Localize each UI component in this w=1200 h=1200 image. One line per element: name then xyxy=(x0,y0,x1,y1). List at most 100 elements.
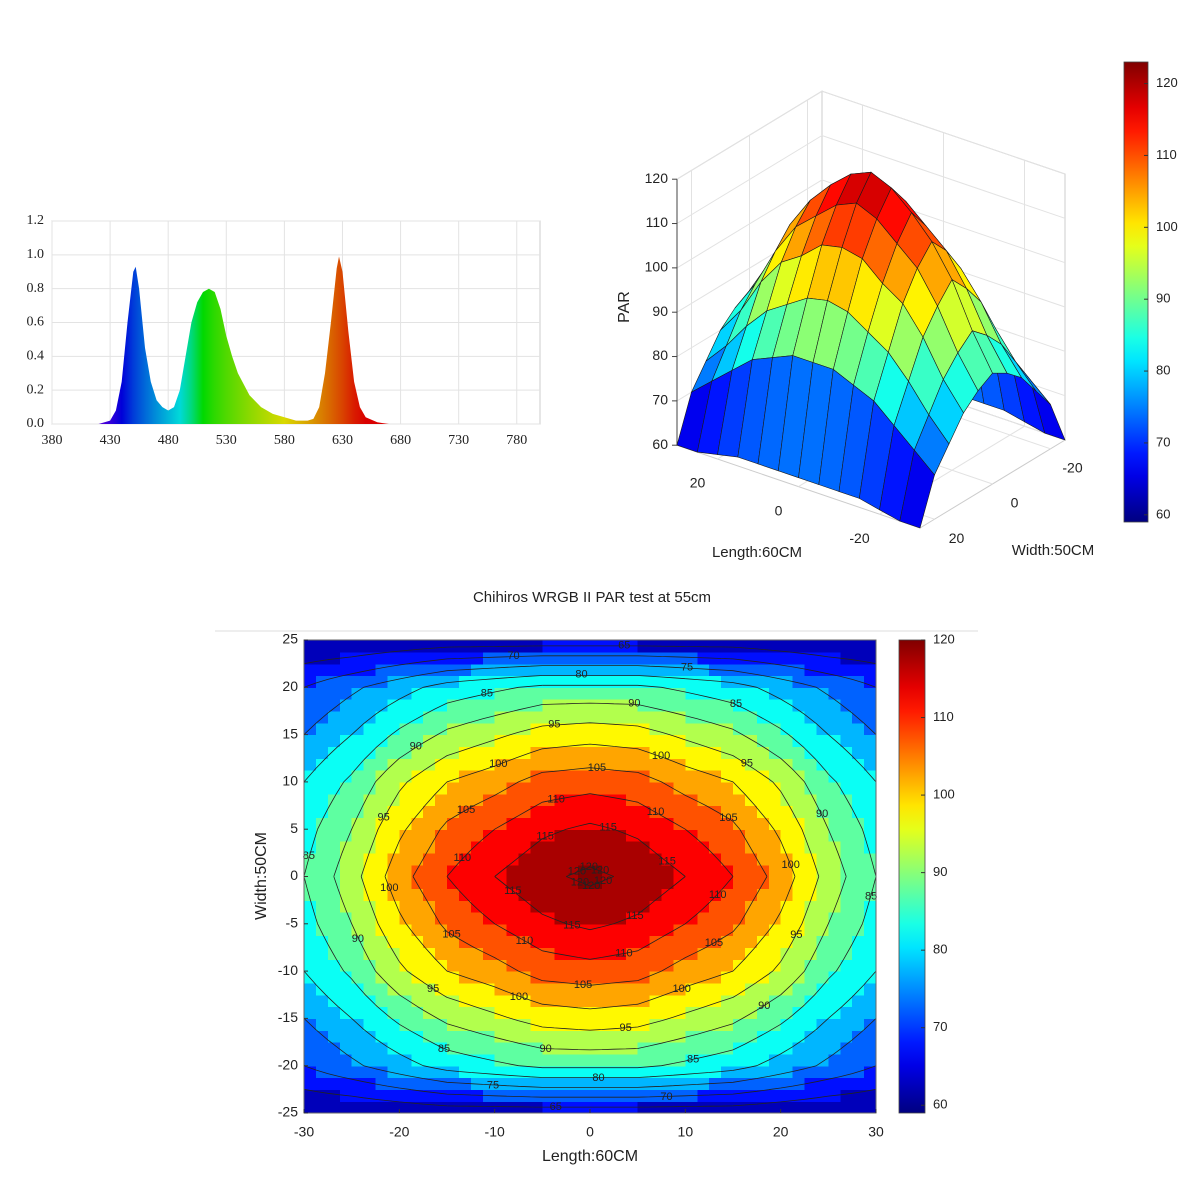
contour-cell xyxy=(649,911,663,925)
contour-cell xyxy=(351,746,365,759)
contour-cell xyxy=(733,770,746,783)
contour-cell xyxy=(768,746,782,759)
contour-label: 115 xyxy=(563,919,581,931)
contour-cell xyxy=(721,770,734,783)
contour-cell xyxy=(709,841,722,854)
contour-cell xyxy=(840,1077,853,1090)
contour-cell xyxy=(601,1065,615,1079)
contour-cell xyxy=(768,663,782,677)
contour-cell xyxy=(649,947,663,960)
contour-cell xyxy=(399,900,412,913)
contour-cell xyxy=(458,935,472,949)
contour-cell xyxy=(709,675,722,688)
contour-cell xyxy=(744,959,758,972)
contour-cell xyxy=(375,829,389,842)
contour-cell xyxy=(768,864,782,878)
contour-cell xyxy=(399,947,412,960)
contour-cell xyxy=(744,640,758,653)
contour-cell xyxy=(447,722,460,736)
contour-cell xyxy=(351,687,365,700)
contour-cell xyxy=(578,947,591,960)
contour-cell xyxy=(411,982,424,996)
contour-cell xyxy=(756,651,770,665)
contour-cell xyxy=(411,817,424,830)
contour-cell xyxy=(423,651,436,665)
contour-cell xyxy=(530,781,543,795)
contour-cell xyxy=(792,876,806,889)
contour-cell xyxy=(578,793,591,807)
contour-cell xyxy=(542,770,555,783)
contour-cell xyxy=(447,841,460,854)
contour-cell xyxy=(733,1053,746,1067)
contour-cell xyxy=(399,781,412,795)
contour-cell xyxy=(792,959,806,972)
contour-cell xyxy=(733,829,746,842)
contour-cell xyxy=(399,959,412,972)
contour-cell xyxy=(590,793,603,807)
contour-cell xyxy=(590,864,603,878)
contour-cell xyxy=(554,947,567,960)
contour-cell xyxy=(816,758,829,771)
contour-cell xyxy=(613,746,627,759)
contour-cell xyxy=(804,781,818,795)
contour-cell xyxy=(590,758,603,771)
contour-cell xyxy=(721,852,734,866)
contour-cell xyxy=(482,675,496,688)
contour-cell xyxy=(661,817,675,830)
contour-cell xyxy=(661,722,675,736)
x-tick-label: 0 xyxy=(586,1124,594,1140)
contour-cell xyxy=(601,793,615,807)
contour-cell xyxy=(649,888,663,901)
contour-cell xyxy=(458,1101,472,1114)
contour-cell xyxy=(661,710,675,724)
contour-cell xyxy=(673,1077,686,1090)
contour-cell xyxy=(697,781,710,795)
contour-cell xyxy=(673,770,686,783)
contour-cell xyxy=(447,793,460,807)
contour-cell xyxy=(554,746,567,759)
contour-cell xyxy=(387,758,400,771)
contour-cell xyxy=(375,1053,389,1067)
contour-cell xyxy=(804,734,818,748)
contour-cell xyxy=(494,959,508,972)
contour-cell xyxy=(804,1030,818,1043)
contour-cell xyxy=(363,1065,377,1079)
contour-cell xyxy=(542,746,555,759)
contour-cell xyxy=(590,935,603,949)
contour-cell xyxy=(304,923,317,937)
contour-line xyxy=(303,684,877,1069)
contour-cell xyxy=(637,1006,651,1019)
contour-cell xyxy=(840,888,853,901)
contour-cell xyxy=(518,900,532,913)
contour-cell xyxy=(840,1006,853,1019)
contour-cell xyxy=(470,1018,484,1031)
contour-cell xyxy=(637,1053,651,1067)
grid-line xyxy=(676,90,1066,180)
contour-cell xyxy=(637,687,651,700)
y-tick-label: -15 xyxy=(278,1009,298,1025)
contour-cell xyxy=(601,911,615,925)
contour-cell xyxy=(709,710,722,724)
contour-cell xyxy=(518,971,532,984)
contour-cell xyxy=(590,805,603,818)
contour-cell xyxy=(637,994,651,1008)
contour-cell xyxy=(578,911,591,925)
contour-label: 115 xyxy=(536,831,554,843)
contour-cell xyxy=(780,959,794,972)
contour-cell xyxy=(828,911,841,925)
contour-cell xyxy=(744,888,758,901)
contour-cell xyxy=(435,911,448,925)
contour-cell xyxy=(804,793,818,807)
contour-cell xyxy=(852,817,865,830)
contour-cell xyxy=(494,770,508,783)
contour-cell xyxy=(756,675,770,688)
contour-cell xyxy=(780,994,794,1008)
contour-cell xyxy=(339,1077,353,1090)
contour-label: 80 xyxy=(575,669,587,681)
contour-cell xyxy=(411,876,424,889)
contour-cell xyxy=(792,947,806,960)
contour-cell xyxy=(458,841,472,854)
contour-cell xyxy=(482,781,496,795)
contour-cell xyxy=(613,687,627,700)
contour-cell xyxy=(351,1089,365,1102)
